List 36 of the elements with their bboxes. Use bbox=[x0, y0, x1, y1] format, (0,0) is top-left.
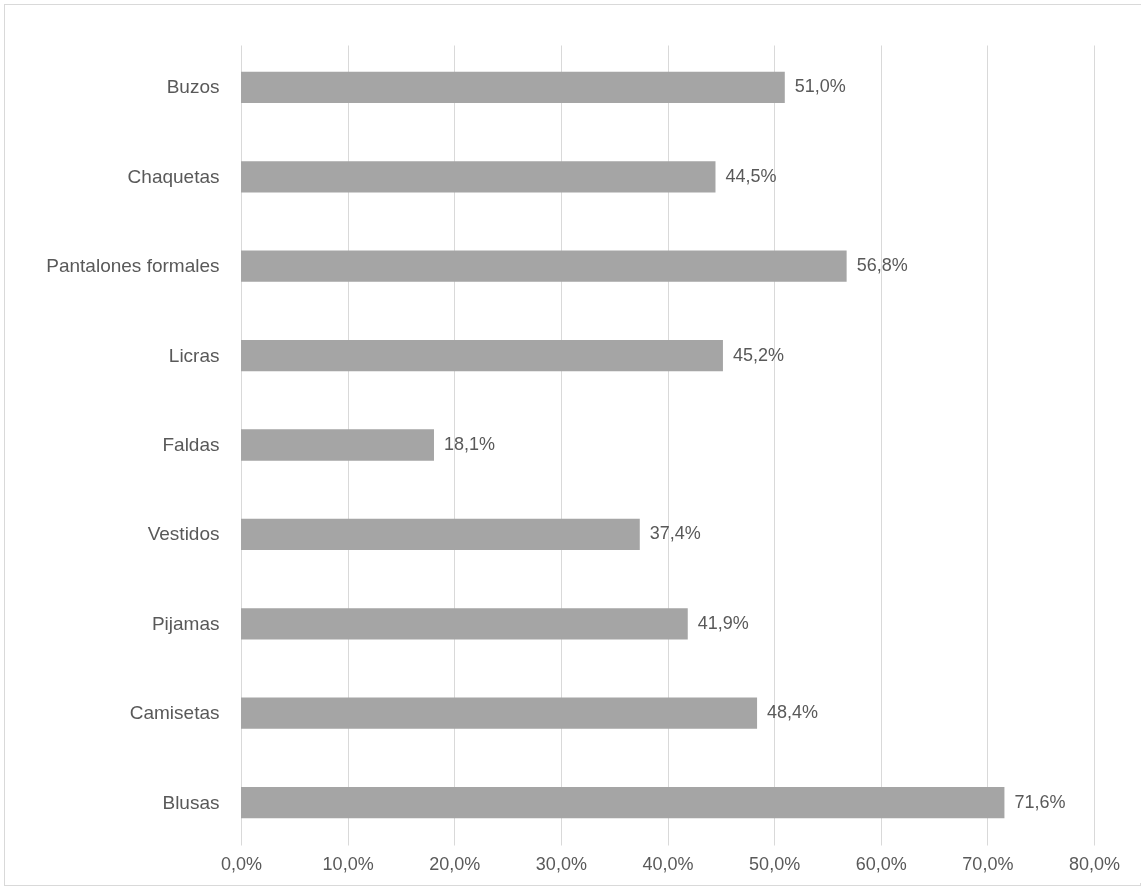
data-label: 41,9% bbox=[697, 612, 749, 633]
data-label: 45,2% bbox=[732, 344, 784, 365]
data-label: 44,5% bbox=[725, 165, 777, 186]
x-tick-label: 50,0% bbox=[749, 853, 801, 874]
y-tick-label: Pantalones formales bbox=[46, 255, 220, 277]
bar bbox=[241, 518, 640, 551]
bar bbox=[241, 697, 758, 729]
bar bbox=[241, 429, 434, 461]
data-label: 18,1% bbox=[443, 434, 496, 454]
x-tick-label: 70,0% bbox=[962, 853, 1014, 874]
data-label: 56,8% bbox=[856, 255, 908, 276]
x-tick-label: 30,0% bbox=[535, 853, 587, 874]
y-tick-label: Faldas bbox=[162, 434, 220, 455]
bar bbox=[241, 71, 785, 104]
bar bbox=[241, 250, 847, 282]
data-label: 37,4% bbox=[649, 523, 701, 544]
y-tick-label: Chaquetas bbox=[127, 165, 220, 187]
x-tick-label: 40,0% bbox=[642, 853, 694, 874]
y-tick-label: Pijamas bbox=[151, 612, 220, 634]
y-tick-label: Licras bbox=[168, 344, 220, 366]
x-tick-label: 60,0% bbox=[855, 853, 907, 874]
x-tick-label: 80,0% bbox=[1068, 853, 1121, 874]
bar bbox=[241, 608, 688, 640]
bar bbox=[241, 339, 723, 372]
data-label: 51,0% bbox=[794, 76, 846, 97]
y-tick-label: Vestidos bbox=[147, 523, 220, 545]
bar bbox=[241, 161, 716, 193]
x-tick-label: 10,0% bbox=[322, 853, 374, 874]
y-tick-label: Buzos bbox=[166, 76, 220, 98]
data-label: 71,6% bbox=[1014, 791, 1066, 812]
data-label: 48,4% bbox=[767, 702, 819, 723]
y-tick-label: Camisetas bbox=[129, 702, 220, 724]
y-tick-label: Blusas bbox=[162, 791, 220, 813]
x-tick-label: 20,0% bbox=[429, 853, 481, 874]
x-tick-label: 0,0% bbox=[220, 853, 263, 874]
bar bbox=[241, 786, 1005, 819]
